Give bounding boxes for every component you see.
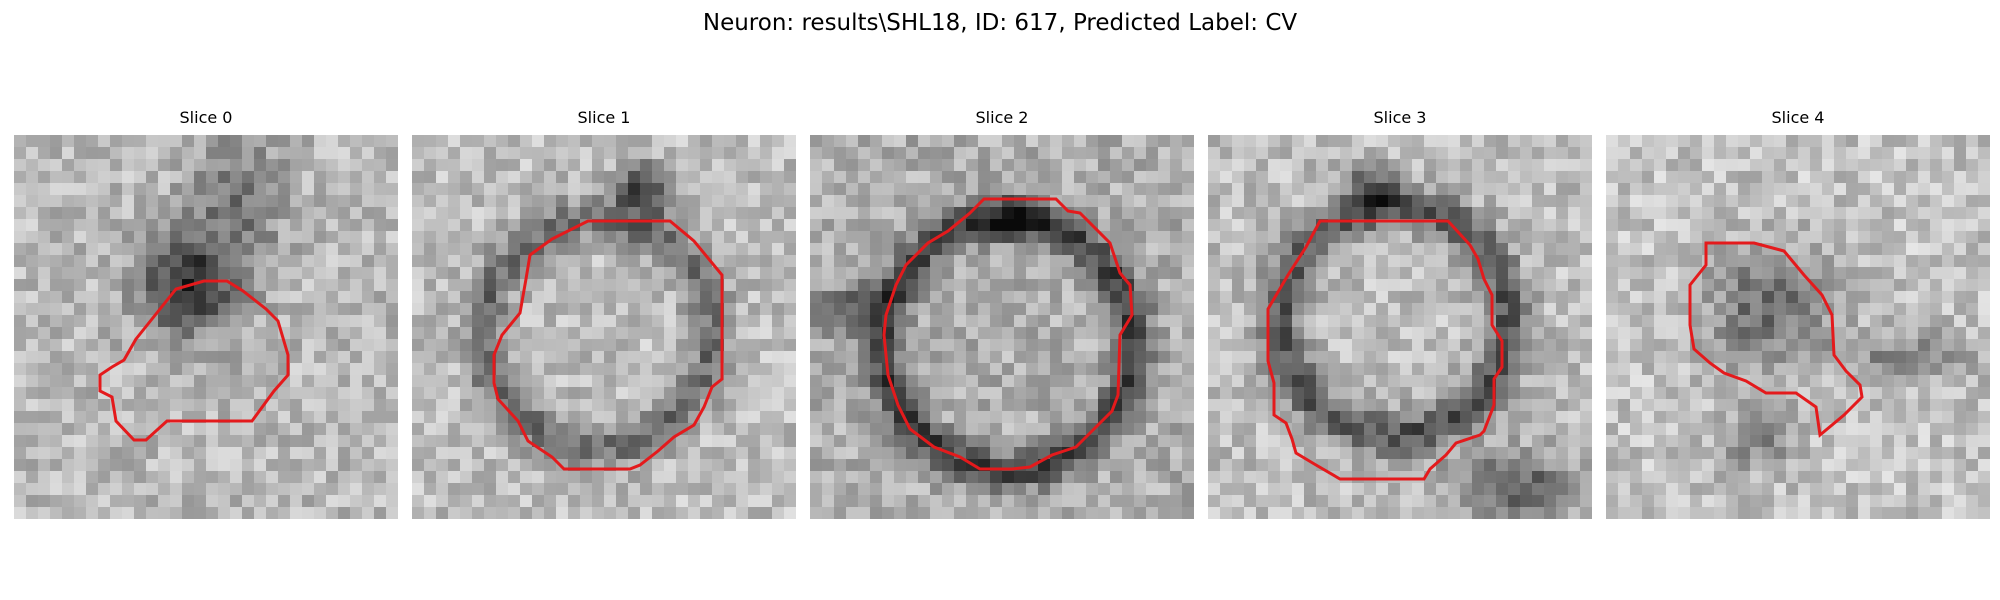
slice-title: Slice 3 bbox=[1373, 108, 1427, 127]
contour-outline bbox=[1266, 219, 1504, 481]
slice-image-0 bbox=[14, 135, 398, 519]
grayscale-micrograph bbox=[412, 135, 796, 519]
slice-panel-0: Slice 0 bbox=[14, 108, 398, 519]
grayscale-micrograph bbox=[1208, 135, 1592, 519]
slice-image-4 bbox=[1606, 135, 1990, 519]
slice-title: Slice 1 bbox=[577, 108, 631, 127]
contour-outline bbox=[1688, 241, 1864, 438]
slice-panel-2: Slice 2 bbox=[810, 108, 1194, 519]
segmentation-contour bbox=[98, 279, 290, 442]
segmentation-contour bbox=[1688, 241, 1864, 438]
segmentation-contour bbox=[492, 219, 724, 471]
slice-image-2 bbox=[810, 135, 1194, 519]
slice-panel-3: Slice 3 bbox=[1208, 108, 1592, 519]
grayscale-micrograph bbox=[1606, 135, 1990, 519]
segmentation-contour bbox=[1266, 219, 1504, 481]
slice-image-1 bbox=[412, 135, 796, 519]
contour-outline bbox=[98, 279, 290, 442]
slice-panel-1: Slice 1 bbox=[412, 108, 796, 519]
slice-image-3 bbox=[1208, 135, 1592, 519]
figure-title: Neuron: results\SHL18, ID: 617, Predicte… bbox=[702, 10, 1298, 36]
slice-title: Slice 0 bbox=[179, 108, 233, 127]
contour-outline bbox=[882, 197, 1134, 471]
slice-panel-4: Slice 4 bbox=[1606, 108, 1990, 519]
grayscale-micrograph bbox=[14, 135, 398, 519]
segmentation-contour bbox=[882, 197, 1134, 471]
slice-title: Slice 4 bbox=[1771, 108, 1825, 127]
slice-title: Slice 2 bbox=[975, 108, 1029, 127]
contour-outline bbox=[492, 219, 724, 471]
